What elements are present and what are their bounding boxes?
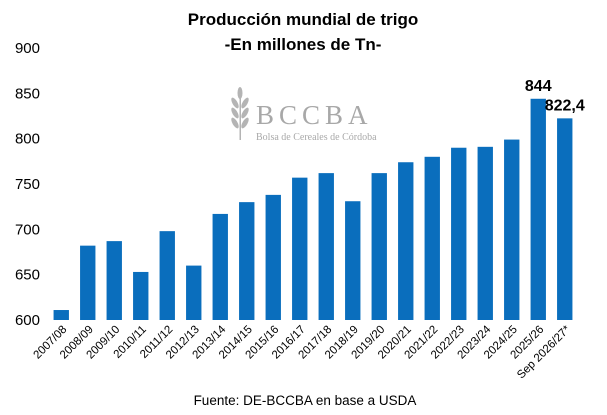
bars: [53, 98, 573, 320]
watermark-logo: BCCBA Bolsa de Cereales de Córdoba: [231, 87, 377, 143]
bar: [80, 245, 96, 320]
y-axis: 600 650 700 750 800 850 900: [15, 40, 40, 329]
bar: [451, 147, 467, 320]
y-tick-label: 850: [15, 85, 40, 102]
data-label: 822,4: [545, 97, 585, 114]
x-axis: 2007/082008/092009/102010/112011/122012/…: [31, 323, 573, 381]
y-tick-label: 750: [15, 176, 40, 193]
bar: [504, 139, 520, 320]
bar: [239, 202, 255, 320]
bar: [345, 201, 361, 320]
source-note: Fuente: DE-BCCBA en base a USDA: [194, 393, 417, 408]
bar: [557, 118, 573, 320]
watermark-subtitle: Bolsa de Cereales de Córdoba: [256, 132, 377, 143]
bar: [292, 177, 308, 320]
y-tick-label: 800: [15, 131, 40, 148]
data-labels: 844 822,4: [525, 78, 585, 115]
y-tick-label: 650: [15, 267, 40, 284]
bar: [398, 162, 414, 320]
chart-subtitle: -En millones de Tn-: [225, 35, 382, 54]
y-tick-label: 600: [15, 312, 40, 329]
chart-title: Producción mundial de trigo: [188, 10, 418, 29]
bar: [318, 173, 334, 320]
bar: [212, 213, 228, 320]
bar: [530, 98, 546, 320]
y-tick-label: 700: [15, 221, 40, 238]
bar: [477, 146, 493, 320]
data-label: 844: [525, 78, 552, 95]
bar: [186, 265, 202, 320]
bar: [265, 194, 281, 320]
bar: [106, 241, 122, 320]
bar: [371, 173, 387, 320]
wheat-icon: [231, 87, 249, 140]
bar: [424, 156, 440, 320]
bar: [159, 231, 175, 320]
bar: [133, 271, 149, 320]
y-tick-label: 900: [15, 40, 40, 57]
watermark-name: BCCBA: [256, 100, 373, 130]
bar: [53, 310, 69, 320]
